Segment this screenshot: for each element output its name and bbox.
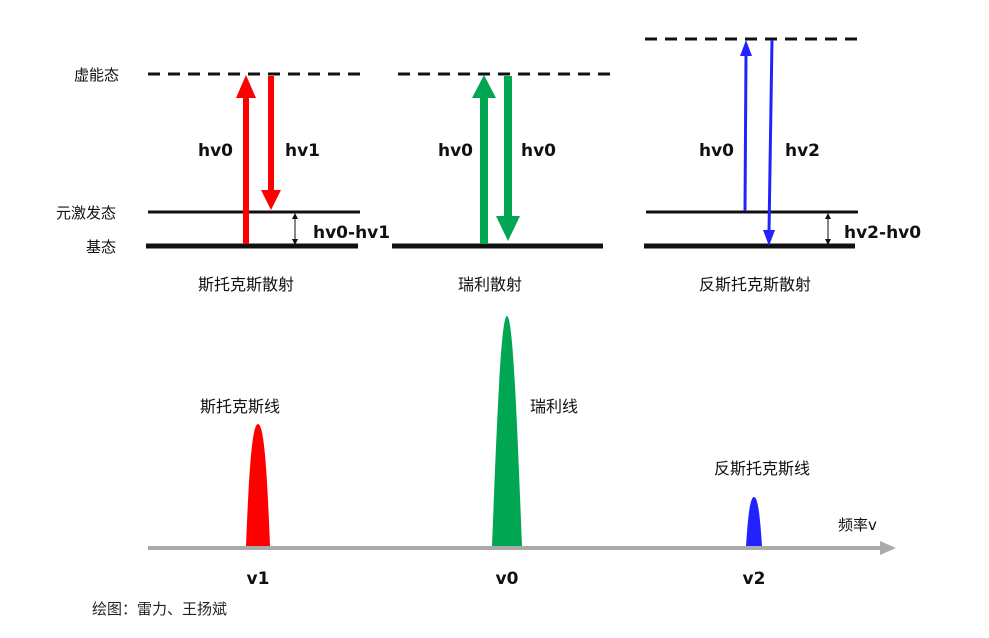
rayleigh-peak: [492, 316, 522, 546]
arrow-head-icon: [236, 75, 256, 98]
spectrum: 频率v 斯托克斯线 瑞利线 反斯托克斯线 v1 v0 v2: [148, 316, 896, 589]
up-label: hv0: [438, 141, 473, 161]
gap-label: hv0-hv1: [313, 223, 390, 243]
credit: 绘图：雷力、王扬斌: [92, 600, 227, 618]
emission-arrow: [767, 39, 774, 233]
panel-caption: 瑞利散射: [458, 275, 522, 294]
stokes-peak: [246, 424, 270, 546]
axis-label: 频率v: [838, 516, 877, 534]
arrow-head-icon: [472, 75, 496, 98]
peak-label: 瑞利线: [530, 397, 578, 416]
arrow-head-icon: [496, 216, 520, 241]
virtual-state-label: 虚能态: [74, 66, 119, 84]
panel-caption: 斯托克斯散射: [198, 275, 294, 294]
anti-stokes-peak: [746, 497, 762, 546]
tick-label: v1: [247, 569, 270, 589]
excited-state-label: 元激发态: [56, 204, 116, 222]
peak-label: 斯托克斯线: [200, 397, 280, 416]
down-label: hv0: [521, 141, 556, 161]
arrow-head-icon: [740, 40, 752, 56]
gap-label: hv2-hv0: [844, 223, 921, 243]
arrow-head-icon: [261, 190, 281, 210]
axis-arrow-icon: [880, 541, 896, 555]
arrow-head-icon: [763, 230, 775, 246]
excitation-arrow: [743, 53, 748, 212]
down-label: hv1: [285, 141, 320, 161]
anti-stokes-panel: hv0 hv2 hv2-hv0 反斯托克斯散射: [644, 37, 921, 294]
panel-caption: 反斯托克斯散射: [699, 275, 811, 294]
ground-state-label: 基态: [86, 238, 116, 256]
up-label: hv0: [699, 141, 734, 161]
down-label: hv2: [785, 141, 820, 161]
stokes-panel: hv0 hv1 hv0-hv1 斯托克斯散射: [146, 72, 390, 294]
up-label: hv0: [198, 141, 233, 161]
peak-label: 反斯托克斯线: [714, 459, 810, 478]
tick-label: v0: [496, 569, 519, 589]
tick-label: v2: [743, 569, 766, 589]
rayleigh-panel: hv0 hv0 瑞利散射: [392, 72, 610, 294]
